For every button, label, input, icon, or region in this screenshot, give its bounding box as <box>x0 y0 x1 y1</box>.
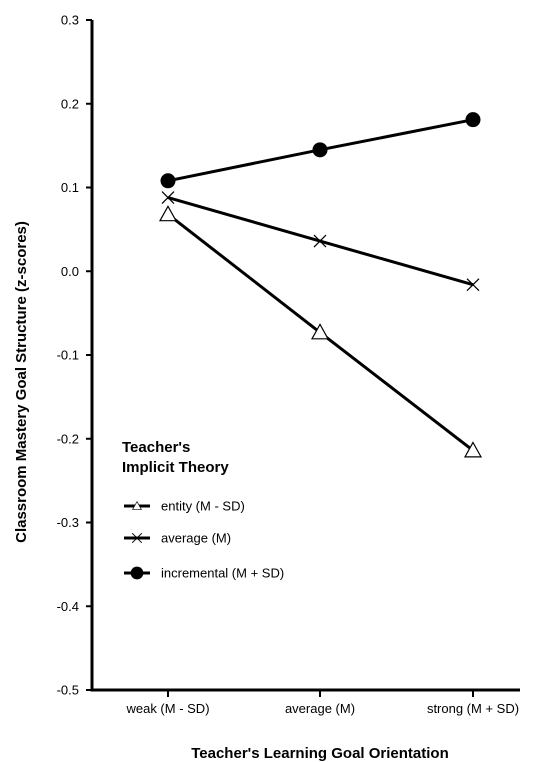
legend-title-line-2: Implicit Theory <box>122 459 229 476</box>
x-tick-label: weak (M - SD) <box>125 701 209 716</box>
y-ticks: 0.3 0.2 0.1 0.0 -0.1 -0.2 -0.3 -0.4 -0.5 <box>57 13 92 698</box>
data-point <box>160 173 176 189</box>
legend-item: entity (M - SD) <box>124 499 245 514</box>
data-point <box>313 234 327 248</box>
data-point <box>310 323 330 340</box>
axes <box>90 20 520 692</box>
data-point <box>465 112 481 128</box>
data-point <box>161 191 175 204</box>
y-tick-label: -0.4 <box>57 599 79 614</box>
series-2 <box>161 191 480 292</box>
y-tick-label: -0.3 <box>57 515 79 530</box>
legend-label: entity (M - SD) <box>161 499 245 514</box>
series-3 <box>160 112 481 189</box>
data-point <box>463 441 483 458</box>
legend-label: incremental (M + SD) <box>161 566 284 581</box>
legend-marker <box>130 566 144 580</box>
series-1 <box>158 205 483 458</box>
x-tick-label: average (M) <box>285 701 355 716</box>
y-axis-title: Classroom Mastery Goal Structure (z-scor… <box>13 221 30 543</box>
legend-marker <box>131 532 143 544</box>
y-tick-label: -0.1 <box>57 348 79 363</box>
legend-title-line-1: Teacher's <box>122 439 190 456</box>
legend-label: average (M) <box>161 531 231 546</box>
legend: Teacher's Implicit Theory entity (M - SD… <box>122 439 284 581</box>
legend-marker <box>132 500 142 510</box>
data-point <box>466 278 480 292</box>
x-axis-title: Teacher's Learning Goal Orientation <box>191 745 449 762</box>
legend-item: incremental (M + SD) <box>124 566 284 581</box>
data-point <box>158 205 178 222</box>
series-layer <box>158 112 483 458</box>
y-tick-label: 0.2 <box>61 96 79 111</box>
legend-item: average (M) <box>124 531 231 546</box>
y-tick-label: 0.0 <box>61 264 79 279</box>
x-tick-label: strong (M + SD) <box>427 701 519 716</box>
data-point <box>312 142 328 158</box>
y-tick-label: -0.5 <box>57 683 79 698</box>
x-ticks: weak (M - SD) average (M) strong (M + SD) <box>125 690 519 716</box>
y-tick-label: -0.2 <box>57 431 79 446</box>
y-tick-label: 0.3 <box>61 13 79 28</box>
y-tick-label: 0.1 <box>61 180 79 195</box>
legend-items: entity (M - SD) average (M) incremental (M… <box>124 499 284 581</box>
